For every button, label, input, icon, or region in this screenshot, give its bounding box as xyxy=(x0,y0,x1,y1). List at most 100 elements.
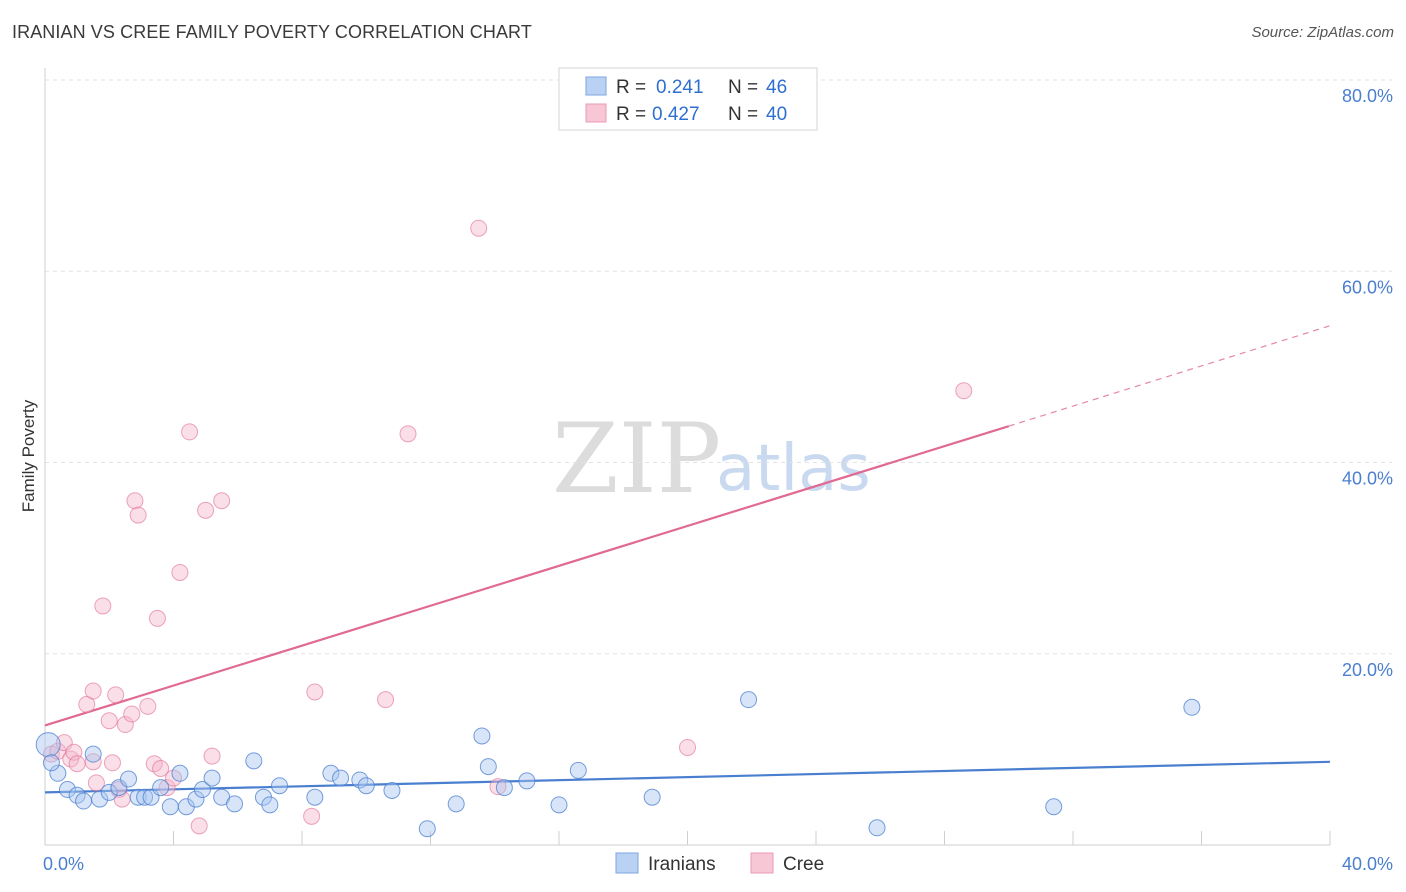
point-iranians-31 xyxy=(383,781,401,799)
point-iranians-33 xyxy=(447,795,465,813)
y-axis-label: Family Poverty xyxy=(19,399,38,512)
point-iranians-14 xyxy=(161,798,179,816)
bottom-legend-label-cree: Cree xyxy=(783,854,824,875)
point-iranians-6 xyxy=(91,790,109,808)
point-iranians-42 xyxy=(868,819,886,837)
point-iranians-38 xyxy=(550,796,568,814)
legend-r-value-iranians: 0.241 xyxy=(656,77,704,98)
legend-swatch-iranians xyxy=(585,76,607,96)
point-cree-27 xyxy=(181,423,199,441)
stats-legend: R = 0.241 N = 46 R = 0.427 N = 40 xyxy=(558,67,818,131)
point-iranians-9 xyxy=(120,770,138,788)
legend-n-value-cree: 40 xyxy=(766,104,787,125)
point-iranians-45 xyxy=(42,754,60,772)
point-cree-38 xyxy=(679,738,696,756)
trend-line-iranians xyxy=(44,760,1331,794)
point-iranians-5 xyxy=(84,745,102,763)
point-iranians-22 xyxy=(245,752,263,770)
point-cree-11 xyxy=(100,712,118,730)
x-tick-label-40: 40.0% xyxy=(1342,854,1393,874)
x-tick-label-0: 0.0% xyxy=(43,854,84,874)
point-cree-32 xyxy=(303,807,321,825)
point-cree-16 xyxy=(116,716,134,734)
bottom-legend-swatch-iranians xyxy=(615,852,639,874)
legend-r-label-iranians: R = xyxy=(616,77,646,98)
y-tick-label-60: 60.0% xyxy=(1342,277,1393,297)
point-iranians-32 xyxy=(418,820,436,838)
point-iranians-15 xyxy=(171,764,189,782)
point-iranians-44 xyxy=(1183,698,1201,716)
point-cree-30 xyxy=(203,747,221,765)
point-iranians-21 xyxy=(226,795,244,813)
point-iranians-11 xyxy=(136,788,154,806)
watermark-zip: ZIP xyxy=(552,403,721,515)
legend-r-label-cree: R = xyxy=(616,104,646,125)
point-iranians-1 xyxy=(49,764,67,782)
bottom-legend-label-iranians: Iranians xyxy=(648,854,716,875)
point-iranians-4 xyxy=(75,792,93,810)
point-cree-9 xyxy=(87,774,105,792)
y-tick-labels: 20.0% 40.0% 60.0% 80.0% xyxy=(1342,86,1393,680)
y-tick-label-40: 40.0% xyxy=(1342,469,1393,489)
point-cree-5 xyxy=(68,755,86,773)
point-iranians-28 xyxy=(332,769,350,787)
point-iranians-40 xyxy=(643,788,661,806)
y-tick-label-80: 80.0% xyxy=(1342,86,1393,106)
point-iranians-7 xyxy=(100,783,118,801)
point-cree-37 xyxy=(489,778,507,796)
point-iranians-0 xyxy=(35,732,61,758)
legend-swatch-cree xyxy=(585,103,607,123)
point-iranians-30 xyxy=(357,777,375,795)
trend-lines xyxy=(44,325,1331,794)
point-cree-35 xyxy=(399,425,417,443)
point-iranians-24 xyxy=(261,796,279,814)
point-cree-36 xyxy=(470,219,488,237)
point-iranians-35 xyxy=(479,758,497,776)
point-cree-8 xyxy=(84,682,102,700)
legend-n-value-iranians: 46 xyxy=(766,77,787,98)
point-cree-20 xyxy=(139,697,157,715)
point-iranians-29 xyxy=(351,771,369,789)
bottom-legend-swatch-cree xyxy=(750,852,774,874)
point-iranians-34 xyxy=(473,727,491,745)
legend-n-label-cree: N = xyxy=(728,104,758,125)
y-tick-label-20: 20.0% xyxy=(1342,660,1393,680)
point-cree-17 xyxy=(123,705,141,723)
point-cree-18 xyxy=(126,492,144,510)
point-iranians-36 xyxy=(495,779,513,797)
point-iranians-10 xyxy=(129,788,147,806)
point-cree-10 xyxy=(94,597,112,615)
chart-title: IRANIAN VS CREE FAMILY POVERTY CORRELATI… xyxy=(12,22,532,42)
x-tick-labels: 0.0% 40.0% xyxy=(43,854,1393,874)
point-iranians-37 xyxy=(518,772,536,790)
point-cree-24 xyxy=(158,779,176,797)
point-iranians-13 xyxy=(152,779,170,797)
point-iranians-25 xyxy=(271,777,289,795)
point-cree-22 xyxy=(148,609,166,627)
point-cree-23 xyxy=(152,760,170,777)
point-cree-13 xyxy=(107,686,125,704)
source-label: Source: ZipAtlas.com xyxy=(1251,24,1394,41)
point-cree-29 xyxy=(197,501,215,519)
watermark-atlas: atlas xyxy=(716,432,871,506)
point-iranians-19 xyxy=(203,769,221,787)
point-iranians-43 xyxy=(1045,798,1063,816)
gridlines xyxy=(45,79,1392,655)
legend-r-value-cree: 0.427 xyxy=(652,104,700,125)
point-iranians-8 xyxy=(110,779,128,797)
point-iranians-26 xyxy=(306,788,324,806)
point-iranians-2 xyxy=(58,781,76,799)
point-cree-19 xyxy=(129,506,147,524)
point-cree-33 xyxy=(306,683,324,701)
point-cree-39 xyxy=(955,382,973,400)
point-cree-12 xyxy=(103,754,121,772)
point-cree-28 xyxy=(190,817,208,835)
point-cree-31 xyxy=(213,492,231,510)
axes xyxy=(44,68,1331,846)
point-iranians-41 xyxy=(740,691,758,709)
point-iranians-27 xyxy=(322,764,340,782)
series-legend: Iranians Cree xyxy=(615,852,824,875)
trend-line-cree-extension xyxy=(1008,325,1331,427)
point-cree-26 xyxy=(171,563,189,581)
